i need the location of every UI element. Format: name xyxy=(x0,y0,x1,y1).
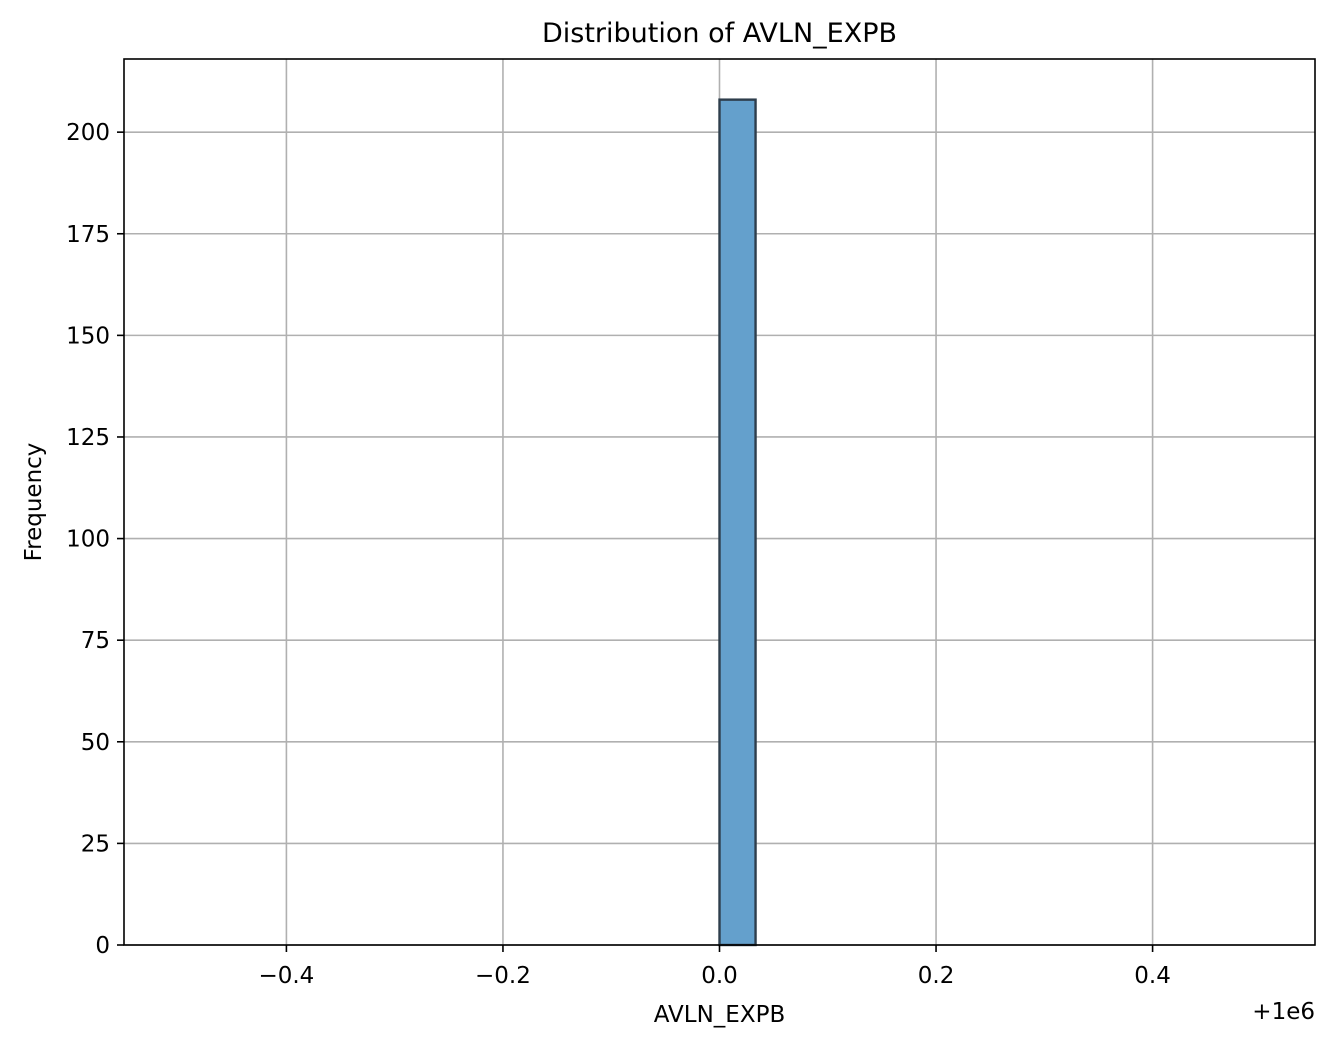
y-tick-label: 125 xyxy=(66,425,110,451)
y-tick-label: 75 xyxy=(81,628,110,654)
x-tick-label: 0.2 xyxy=(918,963,955,989)
x-tick-label: 0.4 xyxy=(1134,963,1171,989)
x-axis-label: AVLN_EXPB xyxy=(654,1002,785,1028)
x-tick-label: −0.2 xyxy=(475,963,531,989)
histogram-bar xyxy=(718,98,757,947)
x-tick-label: 0.0 xyxy=(701,963,738,989)
y-tick-label: 100 xyxy=(66,527,110,553)
y-axis-label: Frequency xyxy=(21,443,47,562)
y-tick-label: 200 xyxy=(66,120,110,146)
y-tick-label: 25 xyxy=(81,831,110,857)
x-axis-offset-label: +1e6 xyxy=(1252,999,1315,1025)
histogram-bars xyxy=(718,98,757,947)
x-tick-label: −0.4 xyxy=(258,963,314,989)
chart-title: Distribution of AVLN_EXPB xyxy=(542,18,897,49)
y-tick-label: 150 xyxy=(66,323,110,349)
y-tick-label: 50 xyxy=(81,730,110,756)
x-axis-ticks: −0.4 −0.2 0.0 0.2 0.4 xyxy=(258,945,1171,989)
y-axis-ticks: 0 25 50 75 100 125 150 175 200 xyxy=(66,120,124,959)
y-tick-label: 0 xyxy=(95,933,110,959)
y-tick-label: 175 xyxy=(66,222,110,248)
